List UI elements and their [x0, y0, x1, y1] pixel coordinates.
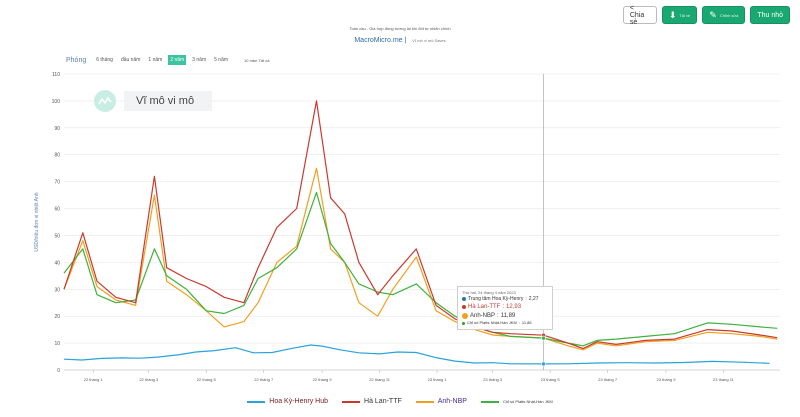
edit-button[interactable]: ✎ Chỉnh sửa: [702, 6, 746, 24]
tooltip-value: 12,93: [506, 304, 522, 311]
share-button[interactable]: < Chia sẻ: [622, 5, 657, 26]
watermark: Vĩ mô vi mô: [94, 90, 212, 112]
y-axis: 0 10 20 30 40 50 60 70 80 90 100 110 USD/triệu đơn v…: [34, 72, 60, 374]
range-10y-all[interactable]: 10 năm Tất cả: [244, 57, 270, 63]
toolbar: < Chia sẻ ⬇ Tải về ✎ Chỉnh sửa Thu nhỏ: [622, 5, 790, 26]
hover-markers: [541, 332, 546, 367]
y-tick-label: 20: [54, 314, 60, 320]
y-tick-label: 10: [54, 341, 60, 347]
x-tick-label: 23 tháng 7: [598, 377, 618, 382]
x-tick-label: 23 tháng 1: [428, 377, 448, 382]
y-tick-label: 70: [54, 180, 60, 186]
series-line-1: [63, 100, 778, 350]
tooltip-dot: [462, 305, 466, 310]
x-tick-label: 23 tháng 3: [483, 377, 503, 382]
y-tick-label: 100: [52, 99, 61, 105]
x-tick-label: 23 tháng 9: [657, 377, 677, 382]
watermark-text: Vĩ mô vi mô: [124, 91, 212, 111]
range-5y[interactable]: 5 năm: [214, 57, 229, 63]
y-tick-label: 90: [54, 126, 60, 132]
brand-name[interactable]: MacroMicro.me: [354, 37, 403, 44]
x-axis: 22 tháng 1 22 tháng 3 22 tháng 5 22 tháng 7…: [64, 369, 780, 382]
range-2y[interactable]: 2 năm: [168, 55, 187, 65]
tooltip: Thứ hai, 24 tháng 4 năm 2023 Trung tâm H…: [457, 286, 553, 331]
legend-label: Hà Lan-TTF: [364, 398, 402, 405]
y-tick-label: 0: [57, 368, 60, 374]
tooltip-label: Hà Lan-TTF: [468, 304, 501, 311]
x-tick-label: 22 tháng 7: [254, 377, 274, 382]
legend-item-jkm[interactable]: Chỉ số Platts Nhật-Hàn JKM: [480, 398, 553, 405]
tooltip-dot: [462, 297, 466, 302]
range-selector: Phóng 6 tháng đầu năm 1 năm 2 năm 3 năm …: [66, 55, 272, 65]
tooltip-value: 11,86: [521, 320, 532, 326]
x-tick-label: 22 tháng 3: [139, 377, 159, 382]
tooltip-dot: [462, 321, 465, 325]
y-tick-label: 60: [54, 207, 60, 213]
brand-sub: Vĩ mô vi mô Saves: [412, 38, 446, 43]
legend-label: Chỉ số Platts Nhật-Hàn JKM: [502, 399, 553, 404]
series-line-3: [63, 191, 778, 347]
x-tick-label: 22 tháng 9: [313, 377, 333, 382]
tooltip-label: Trung tâm Hoa Kỳ-Henry: [468, 295, 524, 302]
range-3y[interactable]: 3 năm: [192, 57, 207, 63]
y-tick-label: 50: [54, 233, 60, 239]
legend-label: Anh-NBP: [437, 398, 467, 405]
tooltip-value: 2,27: [528, 295, 539, 302]
range-1y[interactable]: 1 năm: [148, 57, 163, 63]
tooltip-dot: [462, 313, 468, 320]
edit-label: Chỉnh sửa: [719, 12, 739, 18]
range-label: Phóng: [66, 56, 87, 64]
legend-item-nbp[interactable]: Anh-NBP: [415, 398, 467, 405]
range-6m[interactable]: 6 tháng: [96, 57, 113, 63]
download-icon: ⬇: [668, 9, 677, 20]
grid: [64, 73, 780, 371]
tooltip-label: Anh-NBP: [470, 312, 496, 319]
download-button[interactable]: ⬇ Tải về: [661, 6, 698, 24]
x-tick-label: 22 tháng 1: [84, 377, 104, 382]
pencil-icon: ✎: [709, 9, 717, 20]
tooltip-row-henry: Trung tâm Hoa Kỳ-Henry: 2,27: [462, 296, 548, 303]
x-tick-label: 22 tháng 11: [369, 377, 391, 382]
tooltip-date: Thứ hai, 24 tháng 4 năm 2023: [462, 290, 516, 295]
download-label: Tải về: [679, 12, 691, 18]
legend-label: Hoa Kỳ-Henry Hub: [269, 398, 329, 405]
y-axis-title: USD/triệu đơn vị nhiệt Anh: [34, 192, 40, 251]
y-tick-label: 110: [52, 72, 60, 78]
tooltip-row-jkm: Chỉ số Platts Nhật-Hàn JKM: 11,86: [462, 320, 548, 326]
chart-title: Toàn cầu - Giá hợp đồng tương lai khí đố…: [349, 26, 451, 31]
x-tick-label: 23 tháng 11: [713, 377, 735, 382]
x-tick-label: 22 tháng 5: [197, 377, 217, 382]
hover-marker-3: [541, 335, 546, 341]
legend-swatch: [480, 400, 499, 403]
legend-swatch: [415, 400, 434, 403]
tooltip-row-nbp: Anh-NBP: 11,89: [462, 312, 548, 321]
tooltip-row-ttf: Hà Lan-TTF: 12,93: [462, 303, 548, 312]
series-line-2: [63, 167, 778, 351]
wave-logo-icon: [94, 90, 116, 112]
legend-swatch: [342, 400, 361, 403]
series-lines: [63, 100, 778, 365]
y-tick-label: 30: [54, 287, 60, 293]
x-tick-label: 23 tháng 5: [541, 377, 561, 382]
y-tick-label: 80: [54, 153, 60, 159]
legend-item-henry-hub[interactable]: Hoa Kỳ-Henry Hub: [247, 398, 328, 405]
tooltip-value: 11,89: [500, 312, 516, 319]
tooltip-label: Chỉ số Platts Nhật-Hàn JKM: [467, 320, 517, 326]
legend-swatch: [247, 400, 266, 403]
brand: MacroMicro.me | Vĩ mô vi mô Saves: [354, 37, 446, 44]
legend: Hoa Kỳ-Henry Hub Hà Lan-TTF Anh-NBP Chỉ …: [0, 398, 800, 405]
range-ytd[interactable]: đầu năm: [120, 57, 141, 63]
hover-marker-0: [541, 361, 546, 367]
collapse-button[interactable]: Thu nhỏ: [750, 6, 790, 24]
series-line-0: [63, 344, 770, 365]
legend-item-ttf[interactable]: Hà Lan-TTF: [342, 398, 402, 405]
y-tick-label: 40: [54, 260, 60, 266]
